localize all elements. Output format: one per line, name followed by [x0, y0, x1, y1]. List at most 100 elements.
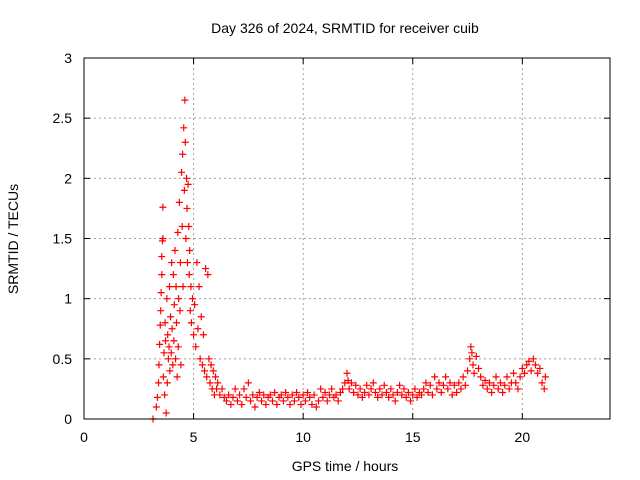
data-point [525, 357, 533, 365]
data-point [490, 381, 498, 389]
data-point [191, 301, 199, 309]
data-point [155, 361, 163, 369]
data-point [541, 373, 549, 381]
data-point [273, 401, 281, 409]
data-point [361, 389, 369, 397]
data-point [510, 369, 518, 377]
data-point [290, 397, 298, 405]
data-point [467, 343, 475, 351]
data-point [518, 364, 526, 372]
data-point [422, 379, 430, 387]
data-point [233, 397, 241, 405]
data-point [180, 124, 188, 132]
data-point [315, 397, 323, 405]
data-point [446, 379, 454, 387]
data-point [244, 379, 252, 387]
data-point [222, 397, 230, 405]
x-tick-label: 15 [405, 429, 421, 445]
data-point [503, 373, 511, 381]
data-point [157, 307, 165, 315]
data-point [293, 389, 301, 397]
data-point [328, 385, 336, 393]
data-point [534, 369, 542, 377]
data-point [299, 391, 307, 399]
data-point [492, 373, 500, 381]
data-point [179, 150, 187, 158]
data-point [369, 379, 377, 387]
data-point [218, 385, 226, 393]
data-point [475, 364, 482, 372]
data-point [187, 319, 195, 327]
data-point [198, 361, 206, 369]
data-point [177, 361, 185, 369]
data-point [376, 385, 384, 393]
data-point [159, 235, 167, 242]
data-point [161, 391, 169, 399]
data-point [176, 307, 184, 315]
data-point [310, 391, 318, 399]
x-tick-label: 0 [80, 429, 88, 445]
data-point [540, 385, 548, 393]
data-point [194, 325, 202, 333]
data-point [156, 321, 164, 329]
data-point [168, 325, 176, 333]
data-point [521, 369, 529, 377]
data-point [317, 385, 325, 393]
chart-title: Day 326 of 2024, SRMTID for receiver cui… [211, 20, 479, 36]
data-point [323, 397, 331, 405]
data-point [172, 355, 180, 363]
data-point [420, 385, 428, 393]
data-point [512, 379, 520, 387]
data-point [380, 381, 388, 389]
data-point [431, 373, 439, 381]
data-point [516, 373, 524, 381]
data-point [174, 228, 182, 236]
data-point [207, 361, 215, 369]
data-points [149, 96, 549, 423]
data-point [231, 385, 239, 393]
data-point [485, 379, 493, 387]
data-point [297, 401, 305, 409]
data-point [164, 331, 172, 339]
data-point [336, 389, 344, 397]
data-point [178, 222, 186, 230]
data-point [236, 391, 244, 399]
data-point [282, 389, 290, 397]
data-point [187, 283, 195, 291]
data-point [169, 271, 177, 279]
data-point [271, 389, 279, 397]
data-point [159, 203, 167, 211]
data-point [347, 379, 355, 387]
data-point [277, 391, 285, 399]
data-point [472, 352, 480, 360]
data-point [469, 361, 477, 369]
data-point [164, 355, 172, 363]
data-point [185, 271, 193, 279]
x-tick-label: 20 [515, 429, 531, 445]
data-point [301, 397, 309, 405]
data-point [319, 393, 327, 401]
data-point [393, 389, 401, 397]
data-point [168, 259, 176, 267]
data-point [523, 361, 531, 369]
data-point [181, 138, 189, 146]
data-point [411, 385, 419, 393]
x-axis-label: GPS time / hours [292, 458, 399, 474]
data-point [439, 381, 447, 389]
data-point [170, 337, 178, 345]
data-point [181, 96, 189, 104]
data-point [494, 385, 502, 393]
data-point [536, 364, 544, 372]
data-point [183, 259, 191, 267]
data-point [371, 389, 379, 397]
data-point [387, 385, 395, 393]
data-point [284, 393, 292, 401]
data-point [160, 349, 168, 357]
data-point [400, 385, 408, 393]
plot-frame [83, 57, 611, 420]
data-point [391, 397, 399, 405]
data-point [153, 393, 161, 401]
data-point [204, 271, 212, 279]
data-point [155, 379, 163, 387]
